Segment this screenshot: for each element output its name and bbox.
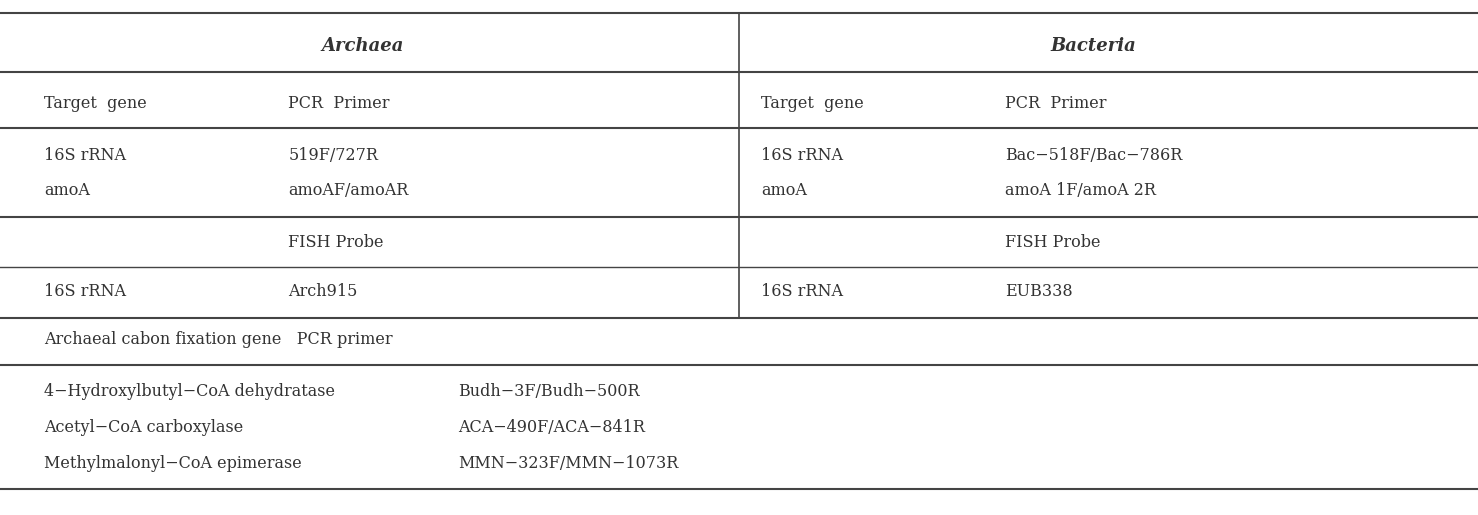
Text: 16S rRNA: 16S rRNA: [761, 147, 842, 164]
Text: 519F/727R: 519F/727R: [288, 147, 378, 164]
Text: Bacteria: Bacteria: [1051, 38, 1137, 55]
Text: EUB338: EUB338: [1005, 283, 1073, 300]
Text: FISH Probe: FISH Probe: [1005, 233, 1101, 251]
Text: Target  gene: Target gene: [761, 94, 865, 112]
Text: 16S rRNA: 16S rRNA: [44, 283, 126, 300]
Text: Arch915: Arch915: [288, 283, 358, 300]
Text: 4−Hydroxylbutyl−CoA dehydratase: 4−Hydroxylbutyl−CoA dehydratase: [44, 383, 336, 400]
Text: amoA: amoA: [44, 182, 90, 199]
Text: 16S rRNA: 16S rRNA: [44, 147, 126, 164]
Text: FISH Probe: FISH Probe: [288, 233, 384, 251]
Text: Archaea: Archaea: [321, 38, 403, 55]
Text: Archaeal cabon fixation gene   PCR primer: Archaeal cabon fixation gene PCR primer: [44, 331, 393, 349]
Text: 16S rRNA: 16S rRNA: [761, 283, 842, 300]
Text: Budh−3F/Budh−500R: Budh−3F/Budh−500R: [458, 383, 640, 400]
Text: ACA−490F/ACA−841R: ACA−490F/ACA−841R: [458, 419, 646, 436]
Text: amoA: amoA: [761, 182, 807, 199]
Text: Target  gene: Target gene: [44, 94, 148, 112]
Text: Bac−518F/Bac−786R: Bac−518F/Bac−786R: [1005, 147, 1182, 164]
Text: Acetyl−CoA carboxylase: Acetyl−CoA carboxylase: [44, 419, 244, 436]
Text: MMN−323F/MMN−1073R: MMN−323F/MMN−1073R: [458, 455, 678, 472]
Text: Methylmalonyl−CoA epimerase: Methylmalonyl−CoA epimerase: [44, 455, 302, 472]
Text: PCR  Primer: PCR Primer: [1005, 94, 1107, 112]
Text: amoAF/amoAR: amoAF/amoAR: [288, 182, 408, 199]
Text: amoA 1F/amoA 2R: amoA 1F/amoA 2R: [1005, 182, 1156, 199]
Text: PCR  Primer: PCR Primer: [288, 94, 390, 112]
